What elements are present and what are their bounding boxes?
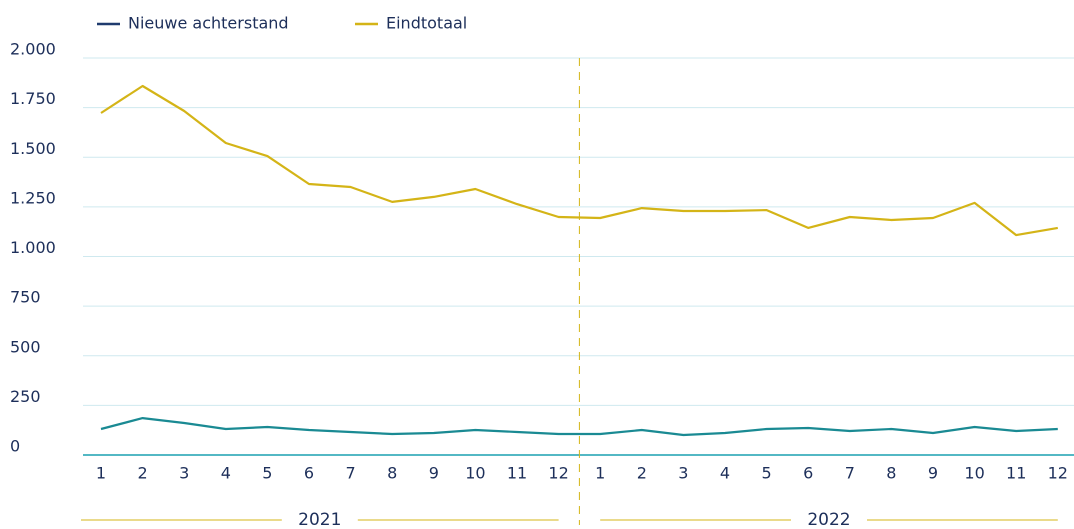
x-tick-label: 8 [886,464,896,483]
x-tick-label: 2 [138,464,148,483]
x-tick-label: 4 [221,464,231,483]
x-tick-label: 1 [96,464,106,483]
x-tick-label: 2 [637,464,647,483]
x-tick-label: 3 [678,464,688,483]
x-tick-label: 6 [304,464,314,483]
y-tick-label: 1.250 [10,188,56,207]
x-tick-label: 6 [803,464,813,483]
x-tick-label: 1 [595,464,605,483]
group-label: 2021 [298,510,341,529]
series-line [100,417,1058,437]
y-tick-label: 1.500 [10,139,56,158]
x-tick-label: 5 [762,464,772,483]
legend-label: Eindtotaal [386,14,467,33]
y-tick-label: 2.000 [10,40,56,59]
x-tick-label: 9 [429,464,439,483]
x-tick-label: 12 [1048,464,1068,483]
y-tick-label: 1.000 [10,238,56,257]
y-tick-label: 1.750 [10,89,56,108]
x-tick-label: 5 [262,464,272,483]
x-tick-label: 11 [1006,464,1026,483]
x-tick-label: 4 [720,464,730,483]
x-tick-label: 10 [964,464,984,483]
x-tick-label: 3 [179,464,189,483]
x-tick-label: 11 [507,464,527,483]
x-tick-label: 12 [548,464,568,483]
y-tick-label: 0 [10,437,20,456]
x-tick-label: 7 [845,464,855,483]
legend-label: Nieuwe achterstand [128,14,289,33]
x-tick-label: 8 [387,464,397,483]
x-tick-label: 10 [465,464,485,483]
y-tick-label: 750 [10,288,41,307]
group-label: 2022 [807,510,850,529]
x-tick-label: 9 [928,464,938,483]
series-line [100,84,1058,237]
y-tick-label: 250 [10,387,41,406]
x-tick-label: 7 [346,464,356,483]
y-tick-label: 500 [10,337,41,356]
